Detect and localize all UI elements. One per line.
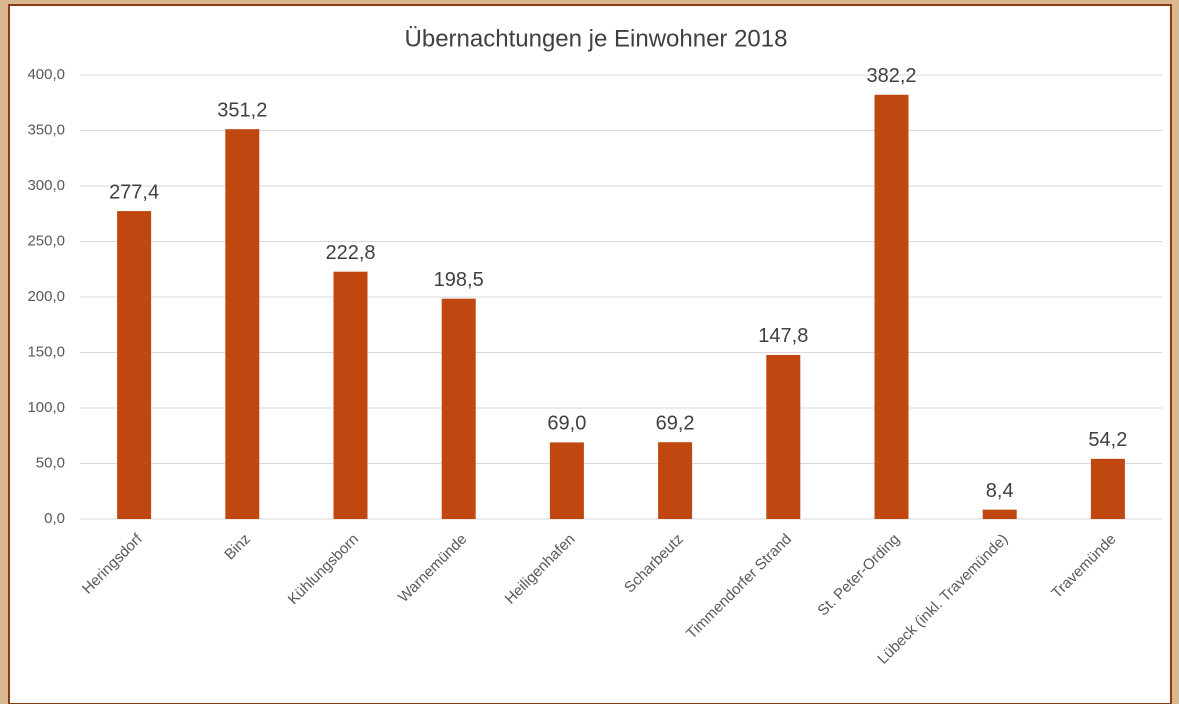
y-tick-label: 250,0 [27, 232, 65, 249]
value-label: 351,2 [217, 99, 267, 121]
y-tick-label: 300,0 [27, 177, 65, 194]
y-tick-label: 350,0 [27, 121, 65, 138]
bar [549, 442, 584, 519]
bar [658, 442, 693, 519]
chart-frame [8, 4, 1172, 704]
y-tick-label: 100,0 [27, 399, 65, 416]
y-tick-label: 0,0 [44, 510, 65, 527]
value-label: 8,4 [986, 480, 1014, 502]
bar [982, 509, 1017, 519]
value-label: 69,0 [547, 413, 586, 435]
bar [333, 271, 368, 519]
bar [874, 94, 909, 520]
value-label: 69,2 [656, 412, 695, 434]
bar [117, 211, 152, 519]
bar [766, 354, 801, 519]
value-label: 198,5 [434, 269, 484, 291]
y-tick-label: 200,0 [27, 288, 65, 305]
y-tick-label: 400,0 [27, 66, 65, 83]
chart-title: Übernachtungen je Einwohner 2018 [405, 25, 788, 52]
bar [441, 298, 476, 519]
value-label: 277,4 [109, 181, 159, 203]
y-tick-label: 150,0 [27, 343, 65, 360]
value-label: 147,8 [758, 325, 808, 347]
bar [225, 129, 260, 519]
y-tick-label: 50,0 [36, 454, 65, 471]
bar [1090, 458, 1125, 519]
value-label: 382,2 [866, 65, 916, 87]
value-label: 54,2 [1088, 429, 1127, 451]
value-label: 222,8 [325, 242, 375, 264]
